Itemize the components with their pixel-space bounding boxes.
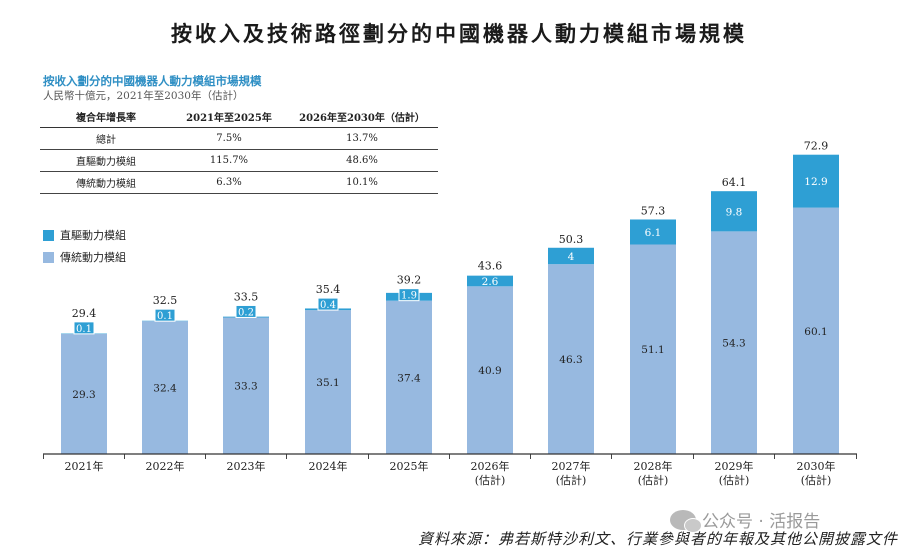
table-cell: 直驅動力模組 <box>40 149 172 172</box>
bar-direct-drive <box>793 154 839 208</box>
bar-traditional <box>305 310 351 454</box>
cagr-table: 複合年增長率 2021年至2025年 2026年至2030年（估計） 總計 7.… <box>40 106 438 194</box>
table-header: 2026年至2030年（估計） <box>286 106 438 128</box>
x-tick-sublabel: (估計) <box>556 473 587 487</box>
unit-caption: 人民幣十億元，2021年至2030年（估計） <box>43 90 244 102</box>
table-cell: 13.7% <box>286 127 438 150</box>
watermark-text: 公众号 · 活报告 <box>702 512 821 532</box>
bar-direct-drive <box>711 191 757 232</box>
chart-legend: 直驅動力模組 傳統動力模組 <box>43 224 126 268</box>
bar-total-label: 29.4 <box>72 307 97 320</box>
bar-total-label: 43.6 <box>478 259 503 272</box>
x-tick-label: 2021年 <box>65 459 104 473</box>
bar-traditional <box>467 286 513 454</box>
x-tick-sublabel: (估計) <box>475 473 506 487</box>
legend-item-direct-drive: 直驅動力模組 <box>43 224 126 246</box>
table-row: 傳統動力模組 6.3% 10.1% <box>40 171 438 194</box>
bar-direct-drive <box>467 275 513 287</box>
legend-label: 傳統動力模組 <box>60 251 126 264</box>
bar-value-direct-drive: 4 <box>568 251 575 263</box>
table-header-row: 複合年增長率 2021年至2025年 2026年至2030年（估計） <box>40 106 438 128</box>
bar-value-direct-drive: 9.8 <box>726 206 743 218</box>
bar-value-box <box>317 297 339 311</box>
table-cell: 總計 <box>40 127 172 150</box>
bar-total-label: 35.4 <box>316 283 341 296</box>
x-tick-sublabel: (估計) <box>719 473 750 487</box>
legend-swatch <box>43 229 54 241</box>
table-cell: 6.3% <box>172 171 286 194</box>
bar-traditional <box>223 317 269 454</box>
x-tick-label: 2023年 <box>227 459 266 473</box>
bar-traditional <box>793 207 839 454</box>
table-header: 2021年至2025年 <box>172 106 286 128</box>
chart-subtitle: 按收入劃分的中國機器人動力模組市場規模 <box>43 74 262 88</box>
bar-traditional <box>386 300 432 454</box>
table-cell: 48.6% <box>286 149 438 172</box>
x-tick-label: 2022年 <box>146 459 185 473</box>
bar-value-traditional: 40.9 <box>478 365 501 377</box>
bar-total-label: 57.3 <box>641 204 666 217</box>
x-tick-label: 2030年 <box>797 459 836 473</box>
x-tick-label: 2027年 <box>552 459 591 473</box>
legend-label: 直驅動力模組 <box>60 229 126 242</box>
x-tick-label: 2024年 <box>309 459 348 473</box>
bar-total-label: 32.5 <box>153 294 178 307</box>
bar-value-traditional: 46.3 <box>559 354 582 366</box>
bar-total-label: 39.2 <box>397 274 422 287</box>
bar-traditional <box>142 321 188 454</box>
bar-value-traditional: 51.1 <box>641 344 664 356</box>
source-note: 資料來源：弗若斯特沙利文、行業參與者的年報及其他公開披露文件 <box>417 530 898 548</box>
table-row: 總計 7.5% 13.7% <box>40 127 438 150</box>
bar-total-label: 72.9 <box>804 140 829 153</box>
bar-value-direct-drive: 12.9 <box>804 176 827 188</box>
bar-traditional <box>630 244 676 454</box>
table-cell: 115.7% <box>172 149 286 172</box>
bar-direct-drive <box>630 219 676 245</box>
bar-value-direct-drive: 2.6 <box>482 276 499 288</box>
bar-value-direct-drive: 6.1 <box>645 227 662 239</box>
bar-total-label: 64.1 <box>722 176 747 189</box>
bar-value-traditional: 37.4 <box>397 372 421 384</box>
x-tick-sublabel: (估計) <box>638 473 669 487</box>
bar-value-direct-drive: 0.2 <box>238 307 254 318</box>
x-tick-label: 2029年 <box>715 459 754 473</box>
bar-value-box <box>235 304 257 318</box>
page-title: 按收入及技術路徑劃分的中國機器人動力模組市場規模 <box>171 21 747 46</box>
bar-total-label: 33.5 <box>234 290 259 303</box>
x-tick-label: 2028年 <box>634 459 673 473</box>
table-header: 複合年增長率 <box>40 106 172 128</box>
bar-value-direct-drive: 0.1 <box>76 324 92 335</box>
watermark: 公众号 · 活报告 <box>670 507 821 533</box>
table-cell: 10.1% <box>286 171 438 194</box>
bar-value-traditional: 33.3 <box>234 381 257 393</box>
wechat-icon <box>670 509 702 533</box>
x-tick-sublabel: (估計) <box>801 473 832 487</box>
bar-traditional <box>711 231 757 454</box>
bar-value-traditional: 32.4 <box>153 383 177 395</box>
bar-value-traditional: 54.3 <box>722 338 745 350</box>
x-tick-label: 2026年 <box>471 459 510 473</box>
bar-value-direct-drive: 0.1 <box>157 311 173 322</box>
bar-value-direct-drive: 1.9 <box>401 291 417 302</box>
bar-value-box <box>398 288 420 302</box>
bar-value-box <box>154 308 176 322</box>
bar-traditional <box>61 333 107 454</box>
bar-value-traditional: 60.1 <box>804 326 827 338</box>
bar-traditional <box>548 264 594 454</box>
x-tick-label: 2025年 <box>390 459 429 473</box>
bar-value-traditional: 29.3 <box>72 389 95 401</box>
table-row: 直驅動力模組 115.7% 48.6% <box>40 149 438 172</box>
bar-value-direct-drive: 0.4 <box>320 300 336 311</box>
bar-direct-drive <box>548 247 594 265</box>
table-cell: 7.5% <box>172 127 286 150</box>
bar-value-box <box>73 321 95 335</box>
legend-swatch <box>43 251 54 263</box>
table-cell: 傳統動力模組 <box>40 171 172 194</box>
bar-total-label: 50.3 <box>559 233 584 246</box>
bar-value-traditional: 35.1 <box>316 377 339 389</box>
legend-item-traditional: 傳統動力模組 <box>43 246 126 268</box>
